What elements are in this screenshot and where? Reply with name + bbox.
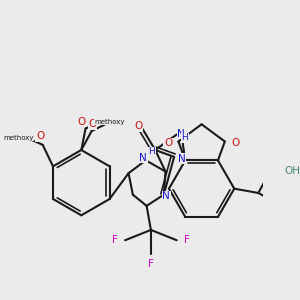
Text: H: H <box>148 147 155 156</box>
Text: N: N <box>178 154 186 164</box>
Text: methoxy: methoxy <box>3 135 34 141</box>
Text: methoxy: methoxy <box>94 118 125 124</box>
Text: N: N <box>163 191 170 201</box>
Text: O: O <box>134 122 142 131</box>
Text: O: O <box>164 138 172 148</box>
Text: F: F <box>112 235 118 245</box>
Text: N: N <box>139 153 147 163</box>
Text: O: O <box>77 117 86 127</box>
Text: O: O <box>88 119 97 129</box>
Text: H: H <box>182 134 188 142</box>
Text: O: O <box>36 131 44 141</box>
Text: N: N <box>178 129 185 139</box>
Text: O: O <box>231 138 239 148</box>
Text: F: F <box>148 259 154 269</box>
Text: OH: OH <box>284 167 300 176</box>
Text: F: F <box>184 235 190 245</box>
